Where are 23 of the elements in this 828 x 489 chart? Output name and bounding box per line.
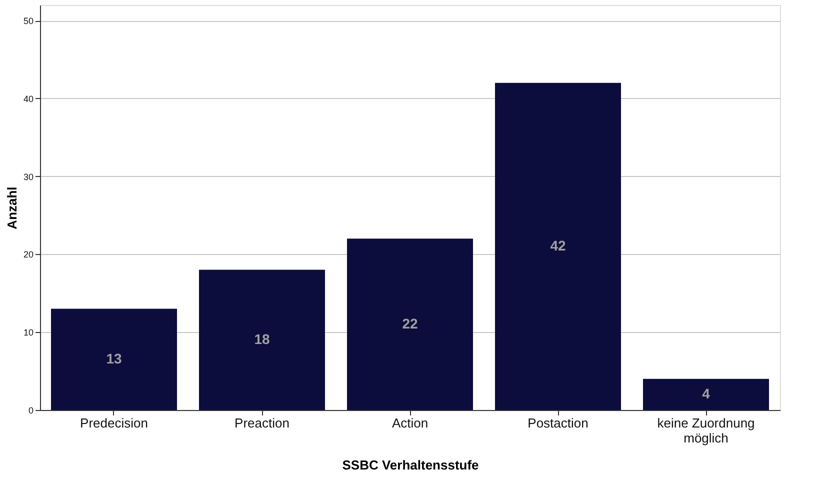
- bar: [199, 270, 325, 410]
- bar: [643, 378, 769, 410]
- y-tick-label: 40: [23, 94, 34, 104]
- x-tick-label: Predecision: [80, 416, 148, 430]
- y-tick-label: 10: [23, 328, 34, 338]
- x-tick-label: Action: [392, 416, 428, 430]
- x-tick-label: keine Zuordnung möglich: [657, 416, 755, 446]
- y-tick-label: 20: [23, 250, 34, 260]
- y-axis-title: Anzahl: [4, 186, 20, 230]
- bar: [347, 238, 473, 410]
- y-tick-label: 50: [23, 16, 34, 26]
- x-tick-label: Postaction: [528, 416, 588, 430]
- x-axis-title: SSBC Verhaltensstufe: [342, 458, 479, 472]
- data-label: 22: [402, 315, 418, 332]
- x-tick-label: Preaction: [234, 416, 290, 430]
- data-label: 42: [550, 237, 566, 254]
- y-tick-label: 0: [28, 406, 34, 416]
- data-label: 13: [106, 350, 122, 366]
- bar: [495, 82, 621, 410]
- data-label: 4: [702, 385, 710, 402]
- bar: [51, 308, 177, 410]
- y-tick-label: 30: [23, 172, 34, 182]
- data-label: 18: [254, 330, 270, 347]
